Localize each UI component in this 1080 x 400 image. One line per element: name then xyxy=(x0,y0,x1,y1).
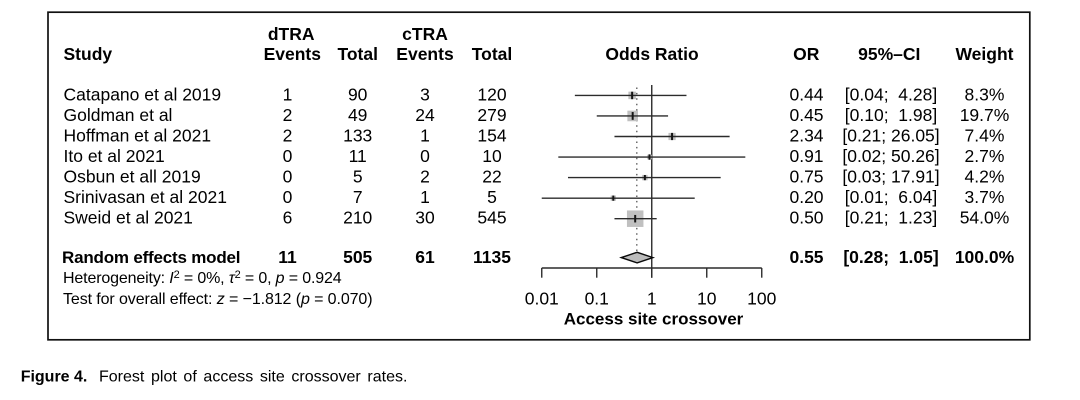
svg-text:Hoffman et al 2021: Hoffman et al 2021 xyxy=(64,125,212,145)
svg-text:279: 279 xyxy=(477,105,506,125)
svg-text:Sweid et al 2021: Sweid et al 2021 xyxy=(64,208,193,228)
svg-text:505: 505 xyxy=(343,247,372,267)
svg-text:Weight: Weight xyxy=(955,44,1013,64)
svg-text:Catapano et al 2019: Catapano et al 2019 xyxy=(64,84,222,104)
svg-text:Total: Total xyxy=(472,44,513,64)
svg-text:0.45: 0.45 xyxy=(789,105,823,125)
svg-text:54.0%: 54.0% xyxy=(960,208,1010,228)
svg-text:Forest plot of access site cro: Forest plot of access site crossover rat… xyxy=(99,368,407,385)
svg-text:Goldman et al: Goldman et al xyxy=(64,105,173,125)
svg-text:10: 10 xyxy=(697,289,717,309)
svg-text:1: 1 xyxy=(420,125,430,145)
svg-text:1: 1 xyxy=(283,84,293,104)
svg-text:2: 2 xyxy=(420,167,430,187)
svg-text:11: 11 xyxy=(349,146,367,166)
svg-text:19.7%: 19.7% xyxy=(960,105,1010,125)
svg-text:100: 100 xyxy=(747,289,776,309)
svg-text:7.4%: 7.4% xyxy=(965,125,1005,145)
svg-text:Osbun et all 2019: Osbun et all 2019 xyxy=(64,167,201,187)
svg-text:Figure 4.: Figure 4. xyxy=(21,368,88,385)
svg-text:100.0%: 100.0% xyxy=(955,247,1015,267)
svg-text:154: 154 xyxy=(477,125,506,145)
svg-text:[0.21; 1.23]: [0.21; 1.23] xyxy=(845,208,937,228)
svg-text:dTRA: dTRA xyxy=(268,24,315,44)
svg-text:0.44: 0.44 xyxy=(789,84,823,104)
svg-text:3: 3 xyxy=(420,84,430,104)
svg-text:Ito et al 2021: Ito et al 2021 xyxy=(64,146,165,166)
svg-text:[0.10; 1.98]: [0.10; 1.98] xyxy=(845,105,937,125)
svg-text:120: 120 xyxy=(477,84,506,104)
svg-text:0.1: 0.1 xyxy=(585,289,609,309)
svg-text:Access site crossover: Access site crossover xyxy=(564,310,744,329)
svg-text:4.2%: 4.2% xyxy=(965,167,1005,187)
svg-text:[0.01; 6.04]: [0.01; 6.04] xyxy=(845,187,937,207)
svg-text:0.20: 0.20 xyxy=(789,187,823,207)
svg-text:[0.02; 50.26]: [0.02; 50.26] xyxy=(842,146,939,166)
svg-text:Srinivasan et al 2021: Srinivasan et al 2021 xyxy=(64,187,227,207)
svg-text:2: 2 xyxy=(283,105,293,125)
svg-text:30: 30 xyxy=(415,208,435,228)
svg-text:Heterogeneity: I2 = 0%, τ2 = 0: Heterogeneity: I2 = 0%, τ2 = 0, p = 0.92… xyxy=(63,269,342,287)
svg-text:Total: Total xyxy=(337,44,378,64)
svg-text:1: 1 xyxy=(647,289,657,309)
svg-text:133: 133 xyxy=(343,125,372,145)
svg-text:[0.04; 4.28]: [0.04; 4.28] xyxy=(845,84,937,104)
svg-text:[0.28; 1.05]: [0.28; 1.05] xyxy=(843,247,938,267)
svg-text:90: 90 xyxy=(348,84,368,104)
svg-text:24: 24 xyxy=(415,105,435,125)
svg-text:0: 0 xyxy=(283,167,293,187)
svg-text:cTRA: cTRA xyxy=(402,24,448,44)
svg-text:0: 0 xyxy=(420,146,430,166)
svg-text:0.55: 0.55 xyxy=(789,247,823,267)
svg-text:22: 22 xyxy=(482,167,501,187)
svg-text:Random effects model: Random effects model xyxy=(62,248,240,267)
svg-text:11: 11 xyxy=(278,247,297,267)
svg-text:61: 61 xyxy=(415,247,435,267)
svg-text:2.34: 2.34 xyxy=(789,125,823,145)
svg-text:Odds Ratio: Odds Ratio xyxy=(605,44,698,64)
svg-text:545: 545 xyxy=(477,208,506,228)
svg-text:Test for overall effect: z = −: Test for overall effect: z = −1.812 (p =… xyxy=(63,291,372,308)
svg-text:7: 7 xyxy=(353,187,363,207)
svg-text:3.7%: 3.7% xyxy=(965,187,1005,207)
svg-text:OR: OR xyxy=(793,44,820,64)
svg-text:Events: Events xyxy=(396,44,454,64)
svg-text:5: 5 xyxy=(353,167,363,187)
svg-text:0: 0 xyxy=(283,187,293,207)
svg-text:10: 10 xyxy=(482,146,502,166)
svg-text:Events: Events xyxy=(264,44,322,64)
svg-text:Study: Study xyxy=(64,44,113,64)
svg-text:0.75: 0.75 xyxy=(789,167,823,187)
svg-text:2: 2 xyxy=(283,125,293,145)
svg-text:6: 6 xyxy=(283,208,293,228)
svg-text:0.50: 0.50 xyxy=(789,208,823,228)
svg-text:0: 0 xyxy=(283,146,293,166)
svg-text:[0.21; 26.05]: [0.21; 26.05] xyxy=(842,125,939,145)
svg-text:210: 210 xyxy=(343,208,372,228)
svg-text:8.3%: 8.3% xyxy=(965,84,1005,104)
svg-text:5: 5 xyxy=(487,187,497,207)
svg-text:95%–CI: 95%–CI xyxy=(858,44,920,64)
svg-text:0.01: 0.01 xyxy=(525,289,559,309)
svg-text:[0.03; 17.91]: [0.03; 17.91] xyxy=(842,167,939,187)
svg-text:0.91: 0.91 xyxy=(789,146,823,166)
svg-text:49: 49 xyxy=(348,105,367,125)
svg-text:2.7%: 2.7% xyxy=(965,146,1005,166)
svg-text:1135: 1135 xyxy=(473,247,511,267)
svg-text:1: 1 xyxy=(420,187,430,207)
